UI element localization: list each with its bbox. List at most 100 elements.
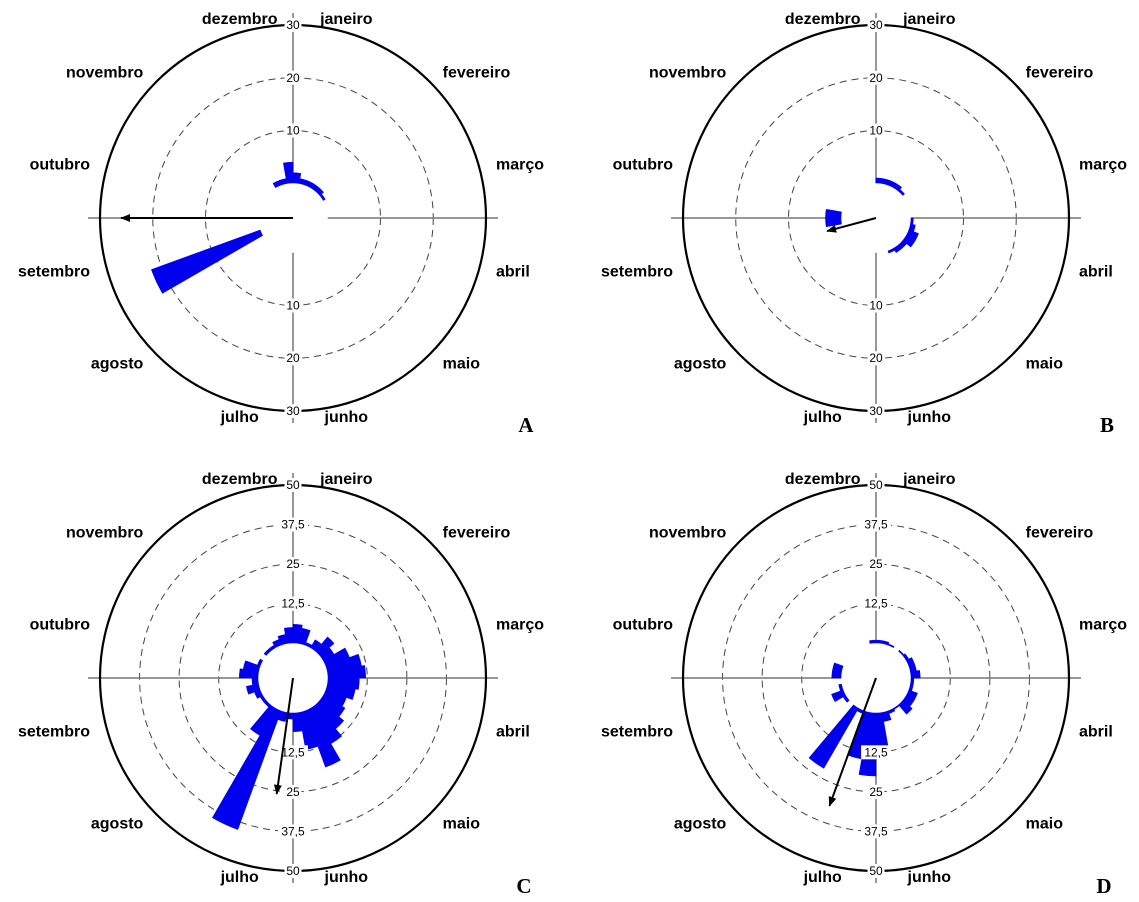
rose-bar	[832, 662, 844, 673]
rose-bar	[825, 208, 843, 219]
ring-label-bg	[861, 745, 891, 760]
ring-label: 37,5	[281, 824, 305, 838]
rose-bar	[825, 217, 843, 228]
ring-label: 12,5	[281, 745, 305, 759]
ring-label-bg	[284, 123, 302, 138]
month-label-novembro: novembro	[649, 64, 727, 81]
mean-vector-arrow	[828, 677, 877, 807]
month-label-maio: maio	[1026, 356, 1064, 373]
month-label-agosto: agosto	[674, 356, 727, 373]
month-label-abril: abril	[1079, 723, 1113, 740]
ring-label: 25	[286, 557, 300, 571]
month-label-janeiro: janeiro	[902, 11, 956, 28]
month-label-dezembro: dezembro	[785, 11, 861, 28]
ring-label-bg	[278, 745, 308, 760]
month-label-abril: abril	[496, 723, 530, 740]
month-label-outubro: outubro	[30, 157, 91, 174]
month-label-setembro: setembro	[18, 263, 90, 280]
ring-label: 30	[286, 404, 300, 418]
rose-panel-b: 10 10 20 20 30 30 janeiro fevereiro março abril ma…	[601, 11, 1127, 437]
mean-vector-arrow	[274, 677, 294, 795]
month-label-agosto: agosto	[91, 356, 144, 373]
month-label-março: março	[496, 617, 544, 634]
ring-label-bg	[861, 596, 891, 611]
month-label-outubro: outubro	[613, 157, 674, 174]
month-label-abril: abril	[496, 263, 530, 280]
month-label-janeiro: janeiro	[319, 471, 373, 488]
ring-label: 37,5	[864, 518, 888, 532]
rose-bar	[211, 707, 282, 830]
ring-label-bg	[284, 784, 302, 799]
month-label-maio: maio	[443, 816, 481, 833]
ring-label: 12,5	[864, 745, 888, 759]
ring-label-bg	[284, 18, 302, 32]
month-label-setembro: setembro	[18, 723, 90, 740]
month-label-março: março	[1079, 617, 1127, 634]
month-label-agosto: agosto	[674, 816, 727, 833]
month-label-novembro: novembro	[66, 524, 144, 541]
rose-bar	[875, 177, 884, 185]
month-label-abril: abril	[1079, 263, 1113, 280]
month-label-maio: maio	[443, 356, 481, 373]
ring-label: 50	[869, 864, 883, 878]
ring-label: 25	[869, 557, 883, 571]
ring-label: 10	[286, 298, 300, 312]
ring-label: 30	[869, 404, 883, 418]
rose-panel-d: 12,5 12,5 25 25 37,5 37,5 50 50 janeiro fevereiro…	[601, 471, 1127, 898]
ring-label: 10	[869, 124, 883, 138]
ring-label: 30	[869, 18, 883, 32]
ring-label-bg	[867, 404, 885, 418]
month-label-outubro: outubro	[30, 617, 91, 634]
ring-label: 12,5	[864, 597, 888, 611]
ring-label: 12,5	[281, 597, 305, 611]
ring-label-bg	[867, 351, 885, 366]
rose-bar	[875, 639, 883, 645]
ring-label: 20	[286, 351, 300, 365]
rose-bar	[909, 670, 921, 679]
rose-bar	[909, 677, 915, 685]
ring-label-bg	[284, 557, 302, 572]
rose-bar	[869, 639, 877, 645]
rose-bar	[150, 229, 264, 294]
ring-label-bg	[284, 478, 302, 492]
rose-panel-a: 10 10 20 20 30 30 janeiro fevereiro março abril ma…	[18, 11, 544, 437]
month-label-outubro: outubro	[613, 617, 674, 634]
ring-label-bg	[284, 70, 302, 85]
month-label-dezembro: dezembro	[202, 11, 278, 28]
month-label-março: março	[1079, 157, 1127, 174]
rose-bar	[251, 677, 260, 686]
month-label-fevereiro: fevereiro	[1026, 524, 1094, 541]
month-label-março: março	[496, 157, 544, 174]
month-label-julho: julho	[803, 869, 842, 886]
ring-label-bg	[867, 478, 885, 492]
month-label-fevereiro: fevereiro	[1026, 64, 1094, 81]
month-label-junho: junho	[907, 409, 952, 426]
ring-label: 37,5	[864, 824, 888, 838]
mean-vector-arrow	[826, 217, 877, 233]
ring-label: 50	[869, 478, 883, 492]
month-label-agosto: agosto	[91, 816, 144, 833]
panel-letter: A	[518, 413, 534, 437]
ring-label-bg	[861, 517, 891, 532]
ring-label: 50	[286, 478, 300, 492]
month-label-novembro: novembro	[66, 64, 144, 81]
panel-letter: B	[1100, 413, 1114, 437]
month-label-fevereiro: fevereiro	[443, 64, 511, 81]
ring-label-bg	[284, 298, 302, 313]
month-label-janeiro: janeiro	[902, 471, 956, 488]
month-label-setembro: setembro	[601, 263, 673, 280]
ring-label-bg	[278, 596, 308, 611]
ring-label: 20	[286, 71, 300, 85]
month-label-janeiro: janeiro	[319, 11, 373, 28]
ring-label: 10	[869, 298, 883, 312]
month-label-maio: maio	[1026, 816, 1064, 833]
ring-label: 10	[286, 124, 300, 138]
ring-label: 20	[869, 351, 883, 365]
month-label-julho: julho	[220, 409, 259, 426]
month-label-setembro: setembro	[601, 723, 673, 740]
ring-label: 37,5	[281, 518, 305, 532]
ring-label-bg	[284, 864, 302, 878]
ring-label-bg	[284, 404, 302, 418]
panel-letter: C	[516, 874, 531, 898]
month-label-fevereiro: fevereiro	[443, 524, 511, 541]
